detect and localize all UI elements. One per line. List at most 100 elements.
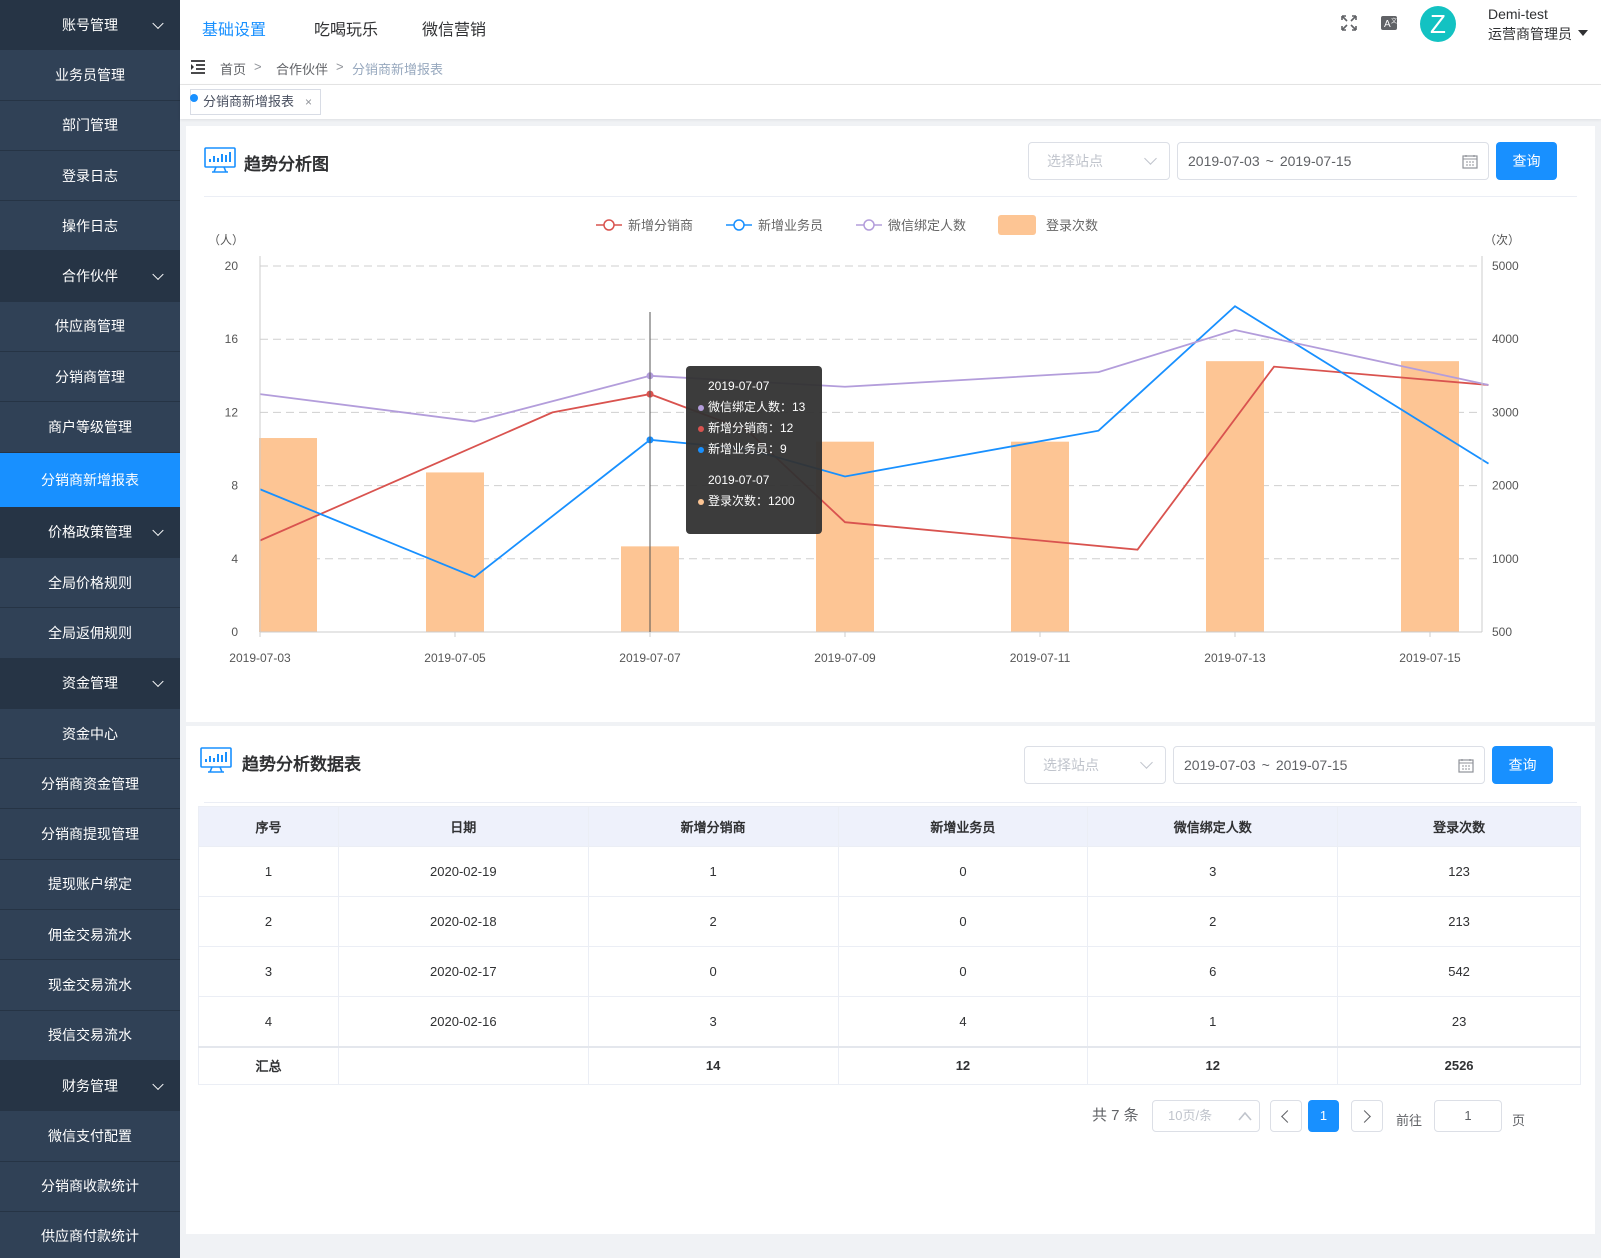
summary-cell [337,1045,589,1085]
sidebar-item[interactable]: 分销商管理 [0,352,180,403]
sidebar-group[interactable]: 价格政策管理 [0,507,180,558]
table-cell: 3 [198,946,339,997]
fullscreen-icon[interactable] [1340,14,1358,32]
trend-chart-panel: 趋势分析图 选择站点 2019-07-03 ~2019-07-15 查询 新增分销… [186,126,1595,722]
goto-label: 前往 [1396,1113,1423,1128]
sidebar-item[interactable]: 佣金交易流水 [0,910,180,961]
legend-label: 新增业务员 [758,218,823,233]
date-end: 2019-07-15 [1275,757,1348,773]
sidebar-item[interactable]: 分销商新增报表 [0,452,180,508]
sidebar-item[interactable]: 分销商收款统计 [0,1162,180,1212]
table-cell: 0 [837,946,1089,997]
summary-cell: 12 [837,1045,1089,1085]
column-header: 登录次数 [1337,806,1581,847]
sidebar-item[interactable]: 授信交易流水 [0,1011,180,1061]
date-start: 2019-07-03 [1184,757,1256,773]
right-tick-label: 5000 [1492,259,1519,273]
user-name[interactable]: Demi-test [1488,6,1548,22]
tooltip-text: 微信绑定人数：13 [708,400,806,414]
sidebar-item[interactable]: 全局返佣规则 [0,608,180,659]
goto-page-input[interactable]: 1 [1434,1100,1502,1132]
sidebar-item-label: 提现账户绑定 [48,876,132,893]
sidebar-group[interactable]: 合作伙伴 [0,251,180,302]
site-select[interactable]: 选择站点 [1024,746,1166,784]
sidebar-item-label: 供应商付款统计 [41,1228,139,1245]
top-tab-wechat-marketing[interactable]: 微信营销 [422,22,487,39]
prev-page-button[interactable] [1270,1100,1302,1132]
pager-total: 共 7 条 [1092,1107,1139,1124]
summary-cell: 14 [587,1045,839,1085]
sidebar-group[interactable]: 资金管理 [0,658,180,709]
breadcrumb-home[interactable]: 首页 [220,62,247,77]
breadcrumb-partners[interactable]: 合作伙伴 [276,62,329,77]
right-tick-label: 500 [1492,625,1512,639]
sidebar-group[interactable]: 账号管理 [0,0,180,51]
table-cell: 2020-02-17 [337,946,589,997]
sidebar-item[interactable]: 分销商资金管理 [0,759,180,810]
date-separator: ~ [1261,757,1270,773]
top-tab-basic-settings[interactable]: 基础设置 [202,22,267,39]
sidebar-item[interactable]: 现金交易流水 [0,960,180,1011]
tooltip-text: 新增业务员：9 [708,442,787,456]
caret-down-icon[interactable] [1578,30,1588,36]
panel-title: 趋势分析图 [244,155,329,174]
site-select[interactable]: 选择站点 [1028,142,1170,180]
query-button[interactable]: 查询 [1492,746,1553,784]
close-icon[interactable]: × [305,95,313,109]
table-cell: 4 [837,996,1089,1047]
trend-data-table: 序号 日期 新增分销商 新增业务员 微信绑定人数 登录次数 1 2020-02-1… [198,806,1581,1085]
sidebar-item[interactable]: 微信支付配置 [0,1111,180,1162]
page-size-select[interactable]: 10页/条 [1152,1100,1260,1132]
avatar[interactable]: Z [1420,6,1456,42]
sidebar-item[interactable]: 供应商付款统计 [0,1212,180,1258]
page-number-current[interactable]: 1 [1308,1100,1339,1132]
calendar-icon [1462,155,1478,169]
table-summary-row: 汇总 14 12 12 2526 [198,1045,1581,1085]
sidebar-item[interactable]: 部门管理 [0,101,180,151]
site-select-placeholder: 选择站点 [1043,757,1099,773]
x-tick-label: 2019-07-13 [1204,651,1266,665]
table-header-row: 序号 日期 新增分销商 新增业务员 微信绑定人数 登录次数 [198,806,1581,847]
table-cell: 3 [1087,846,1339,897]
sidebar-group[interactable]: 财务管理 [0,1060,180,1112]
table-cell: 2020-02-18 [337,896,589,947]
tag-label: 分销商新增报表 [203,94,295,109]
tooltip-line-wechat: 微信绑定人数：13 [698,397,822,418]
sidebar-item[interactable]: 操作日志 [0,201,180,252]
sidebar-item[interactable]: 全局价格规则 [0,558,180,609]
date-range-picker[interactable]: 2019-07-03 ~2019-07-15 [1177,142,1489,180]
menu-fold-icon[interactable] [190,60,206,74]
x-tick-label: 2019-07-03 [229,651,291,665]
legend-swatch [998,215,1036,235]
table-cell: 3 [587,996,839,1047]
legend-label: 微信绑定人数 [888,218,966,233]
sidebar-item[interactable]: 商户等级管理 [0,402,180,453]
column-header: 新增业务员 [837,806,1089,847]
legend-marker [733,219,745,231]
sidebar-item[interactable]: 提现账户绑定 [0,860,180,911]
query-button[interactable]: 查询 [1496,142,1557,180]
date-separator: ~ [1265,153,1274,169]
column-header: 微信绑定人数 [1087,806,1339,847]
svg-text:文: 文 [1391,17,1397,25]
sidebar-item[interactable]: 业务员管理 [0,50,180,101]
translate-icon[interactable]: A 文 [1380,14,1398,32]
sidebar-item-label: 分销商管理 [55,368,125,385]
sidebar-item-label: 全局返佣规则 [48,624,132,641]
sidebar-item[interactable]: 资金中心 [0,709,180,760]
user-role[interactable]: 运营商管理员 [1488,26,1572,42]
sidebar-item[interactable]: 登录日志 [0,151,180,202]
sidebar-item[interactable]: 供应商管理 [0,302,180,353]
top-tab-food-fun[interactable]: 吃喝玩乐 [314,22,379,39]
summary-cell: 汇总 [198,1045,339,1085]
date-range-picker[interactable]: 2019-07-03 ~2019-07-15 [1173,746,1485,784]
table-row: 1 2020-02-19 1 0 3 123 [198,846,1581,897]
summary-cell: 2526 [1337,1045,1581,1085]
table-cell: 542 [1337,946,1581,997]
table-cell: 2020-02-16 [337,996,589,1047]
sidebar-item[interactable]: 分销商提现管理 [0,809,180,860]
next-page-button[interactable] [1351,1100,1383,1132]
tag-current-page[interactable]: 分销商新增报表 × [190,89,322,115]
sidebar-item-label: 资金管理 [62,675,118,692]
column-header: 新增分销商 [587,806,839,847]
